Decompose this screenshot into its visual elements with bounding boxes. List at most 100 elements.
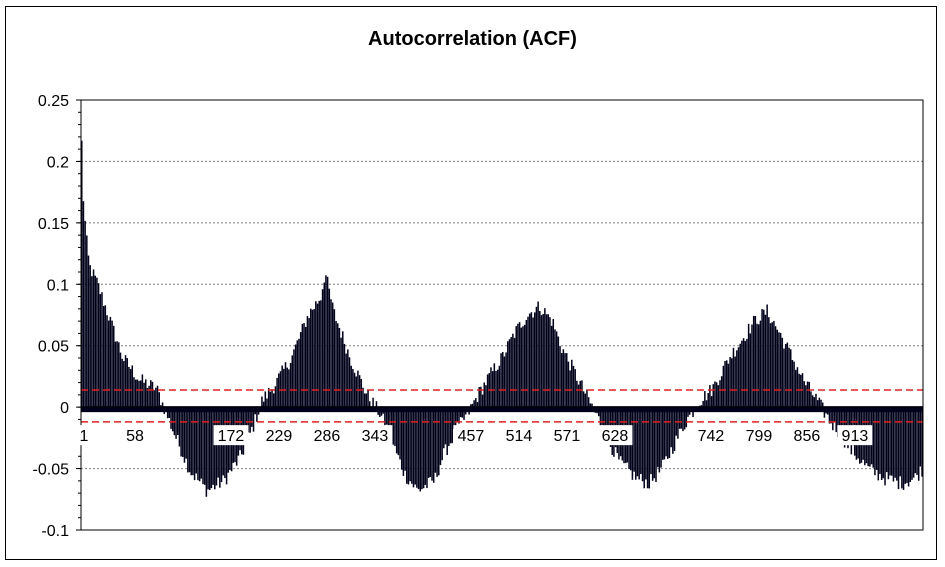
acf-bar <box>175 407 177 439</box>
acf-bar <box>104 305 107 408</box>
x-tick-label-bg <box>213 425 249 446</box>
acf-bar <box>453 407 455 430</box>
acf-bar <box>274 386 277 408</box>
acf-bar <box>144 379 147 408</box>
acf-bar <box>636 407 639 477</box>
acf-bar <box>744 340 747 408</box>
acf-bar <box>331 302 334 408</box>
acf-bar <box>875 407 878 470</box>
acf-bar <box>269 391 272 408</box>
x-tick-label: 913 <box>842 428 869 445</box>
acf-bar <box>731 358 733 408</box>
x-tick-label-bg <box>693 425 729 446</box>
acf-bar <box>114 341 117 408</box>
acf-bar <box>678 407 681 429</box>
acf-bar <box>712 384 715 408</box>
acf-bar <box>572 365 575 408</box>
acf-bar <box>429 407 432 477</box>
acf-bar <box>414 407 416 485</box>
acf-bar <box>833 407 836 422</box>
acf-bar <box>717 385 720 408</box>
acf-bar <box>914 407 917 474</box>
acf-bar <box>907 407 910 487</box>
acf-bar <box>134 379 137 408</box>
acf-bar <box>197 407 199 481</box>
acf-bar <box>394 407 396 447</box>
acf-bar <box>365 393 368 408</box>
acf-bar <box>601 407 603 431</box>
acf-bar <box>576 380 578 408</box>
acf-bar <box>352 368 354 408</box>
acf-bar <box>225 407 228 485</box>
acf-bar <box>815 393 817 408</box>
acf-bar <box>313 309 315 408</box>
acf-bar <box>591 403 593 408</box>
acf-bar <box>326 276 329 408</box>
acf-bar <box>321 289 324 408</box>
acf-bar <box>170 407 172 429</box>
acf-bar <box>367 389 369 408</box>
acf-bar <box>471 403 474 408</box>
acf-bar <box>449 407 452 444</box>
acf-bar <box>138 380 140 408</box>
acf-bar <box>357 370 359 408</box>
acf-bar <box>304 326 307 408</box>
acf-bar <box>658 407 661 473</box>
acf-bar <box>443 407 445 449</box>
acf-bar <box>719 380 721 408</box>
acf-bar <box>493 363 496 408</box>
acf-bar <box>311 309 314 408</box>
x-tick-label: 1 <box>80 428 89 445</box>
acf-bar <box>820 399 822 408</box>
acf-bar <box>336 323 339 408</box>
acf-bar <box>296 340 299 408</box>
acf-bar <box>178 407 181 447</box>
acf-bar <box>84 220 86 408</box>
acf-bar <box>813 397 816 408</box>
acf-bar <box>384 407 386 428</box>
acf-bar <box>542 313 544 408</box>
acf-bar <box>451 407 453 444</box>
acf-bar <box>909 407 912 482</box>
acf-bar <box>141 374 144 408</box>
acf-bar <box>294 344 297 408</box>
acf-bar <box>505 352 507 408</box>
acf-bar <box>732 347 735 408</box>
acf-bar <box>212 407 214 485</box>
acf-bar <box>727 363 730 408</box>
acf-bar <box>496 369 499 408</box>
acf-bar <box>520 327 523 408</box>
acf-bar <box>633 407 635 472</box>
acf-bar <box>533 312 536 408</box>
acf-bar <box>246 407 248 440</box>
acf-bar <box>810 391 812 408</box>
acf-bar <box>567 361 570 408</box>
acf-bar <box>759 320 762 408</box>
acf-bar <box>188 407 191 473</box>
acf-bar <box>710 396 713 408</box>
acf-bar <box>249 407 251 433</box>
acf-bar <box>272 393 275 408</box>
acf-bar <box>778 332 780 408</box>
acf-bar <box>653 407 656 479</box>
acf-bar <box>456 407 459 423</box>
acf-bar <box>438 407 440 476</box>
acf-bar <box>411 407 413 484</box>
y-tick-label: 0.05 <box>38 339 69 356</box>
acf-bar <box>816 400 819 408</box>
acf-bar <box>461 407 464 418</box>
acf-bar <box>409 407 411 482</box>
acf-bar <box>796 367 799 408</box>
acf-bar <box>635 407 637 480</box>
acf-bar <box>707 393 709 408</box>
acf-bar <box>192 407 194 476</box>
acf-bar <box>589 403 592 408</box>
acf-bar <box>606 407 608 433</box>
acf-bar <box>399 407 401 460</box>
acf-bar <box>559 345 561 408</box>
acf-bar <box>267 387 270 408</box>
acf-bar <box>685 407 688 428</box>
acf-bar <box>916 407 918 475</box>
acf-bar <box>330 299 332 408</box>
acf-bar <box>547 314 549 408</box>
